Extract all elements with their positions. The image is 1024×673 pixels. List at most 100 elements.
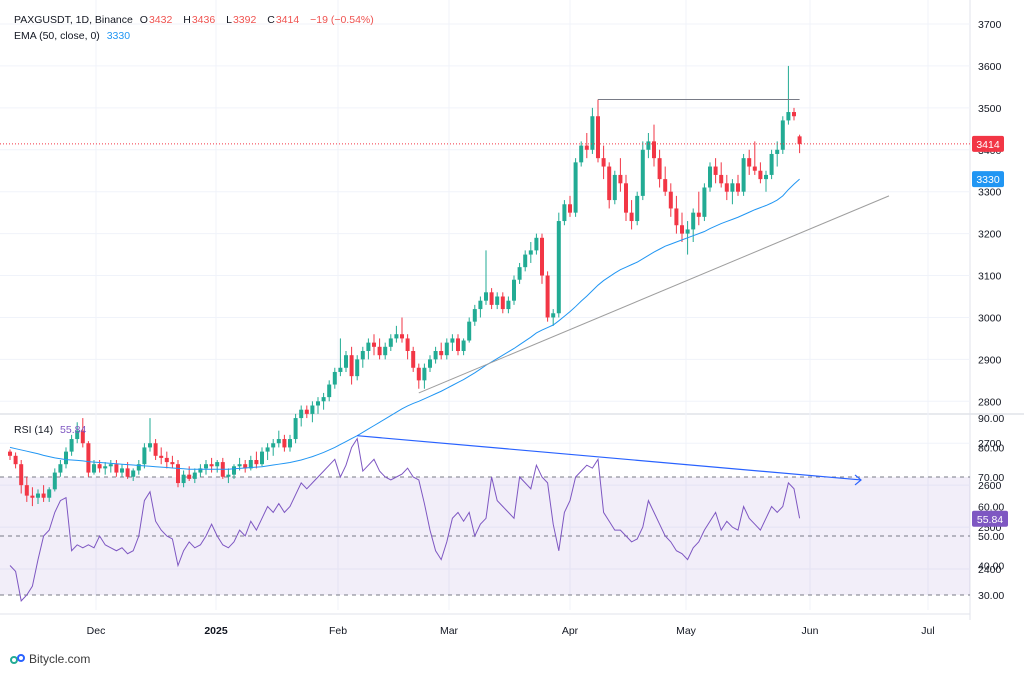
time-tick-label: Dec xyxy=(87,625,106,637)
time-tick-label: Apr xyxy=(562,625,579,637)
candle-body xyxy=(405,338,410,351)
candle-body xyxy=(500,296,505,310)
candle-body xyxy=(243,464,248,469)
candle-body xyxy=(131,470,136,477)
symbol-label: PAXGUSDT, 1D, Binance xyxy=(14,14,133,26)
candle-body xyxy=(97,464,102,469)
candle-body xyxy=(545,275,550,318)
candle-body xyxy=(663,179,668,192)
ema-legend: EMA (50, close, 0) 3330 xyxy=(14,30,134,42)
candle-body xyxy=(377,346,382,356)
candle-body xyxy=(461,340,466,351)
candle-body xyxy=(24,485,29,496)
candle-body xyxy=(276,439,281,444)
candle-body xyxy=(568,204,572,213)
candle-body xyxy=(652,141,656,159)
candle-body xyxy=(484,292,488,301)
time-tick-label: 2025 xyxy=(204,625,228,637)
candle-body xyxy=(310,405,315,414)
candle-body xyxy=(562,204,567,222)
candle-body xyxy=(596,116,600,159)
candle-body xyxy=(472,309,477,322)
candle-body xyxy=(232,466,236,475)
candle-body xyxy=(344,355,348,368)
candle-body xyxy=(741,158,746,192)
candle-body xyxy=(293,418,298,440)
price-tick-label: 3700 xyxy=(978,19,1002,31)
candle-body xyxy=(108,464,113,467)
candle-body xyxy=(52,472,57,490)
rsi-tick-label: 30.00 xyxy=(978,590,1004,602)
candle-body xyxy=(153,443,158,456)
candle-body xyxy=(75,430,80,440)
brand-logo-icon xyxy=(10,654,25,664)
price-tick-label: 3500 xyxy=(978,103,1002,115)
candle-body xyxy=(556,221,561,314)
candle-body xyxy=(780,120,785,150)
candle-body xyxy=(786,112,791,121)
candle-body xyxy=(489,292,494,305)
candle-body xyxy=(125,468,130,477)
candle-body xyxy=(332,371,337,385)
support-trendline xyxy=(418,195,890,394)
candle-body xyxy=(58,464,63,473)
price-tick-label: 2400 xyxy=(978,564,1002,576)
candle-body xyxy=(534,237,539,251)
current-price-label: 3414 xyxy=(976,139,1000,151)
candle-body xyxy=(713,166,718,175)
rsi-divergence-line xyxy=(357,435,862,481)
candle-body xyxy=(254,460,259,465)
rsi-tick-label: 40.00 xyxy=(978,561,1004,573)
candle-body xyxy=(209,464,214,467)
candle-body xyxy=(271,443,276,448)
price-tick-label: 3300 xyxy=(978,187,1002,199)
candle-body xyxy=(349,355,354,377)
candle-body xyxy=(444,342,449,356)
candle-body xyxy=(573,162,578,213)
candle-body xyxy=(747,158,752,167)
ema-price-label: 3330 xyxy=(976,174,1000,186)
candle-body xyxy=(388,338,393,347)
candle-body xyxy=(708,166,712,188)
candle-body xyxy=(282,439,287,448)
candle-body xyxy=(36,493,40,498)
candle-body xyxy=(607,166,612,201)
candle-body xyxy=(685,229,690,234)
candle-body xyxy=(730,183,735,192)
candle-body xyxy=(226,474,231,477)
candle-body xyxy=(674,208,679,226)
candle-body xyxy=(422,367,427,381)
candle-body xyxy=(237,464,242,467)
candles-group xyxy=(8,65,802,507)
candle-body xyxy=(450,338,455,343)
candle-body xyxy=(366,342,371,351)
candle-body xyxy=(517,267,522,280)
brand-watermark: Bitycle.com xyxy=(10,652,90,666)
candle-body xyxy=(456,338,460,351)
candle-body xyxy=(299,409,304,419)
price-tick-label: 2700 xyxy=(978,438,1002,450)
rsi-divergence-arrowhead xyxy=(854,474,862,486)
candle-body xyxy=(400,334,404,339)
candle-body xyxy=(612,174,617,201)
candle-body xyxy=(142,447,147,465)
candle-body xyxy=(187,474,192,479)
candle-body xyxy=(601,158,606,167)
candle-body xyxy=(769,153,774,175)
ema-value: 3330 xyxy=(106,30,131,42)
high-label: H xyxy=(183,14,191,26)
symbol-legend: PAXGUSDT, 1D, Binance O3432 H3436 L3392 … xyxy=(14,14,378,26)
time-tick-label: Jul xyxy=(921,625,934,637)
high-value: 3436 xyxy=(191,14,216,26)
rsi-legend: RSI (14) 55.84 xyxy=(14,424,90,436)
time-tick-label: May xyxy=(676,625,697,637)
candle-body xyxy=(8,451,12,456)
candle-body xyxy=(752,166,757,171)
low-value: 3392 xyxy=(232,14,257,26)
rsi-value-label: 55.84 xyxy=(977,514,1003,526)
candle-body xyxy=(316,401,320,406)
candle-body xyxy=(170,462,175,465)
candle-body xyxy=(478,300,483,310)
candle-body xyxy=(383,346,388,356)
